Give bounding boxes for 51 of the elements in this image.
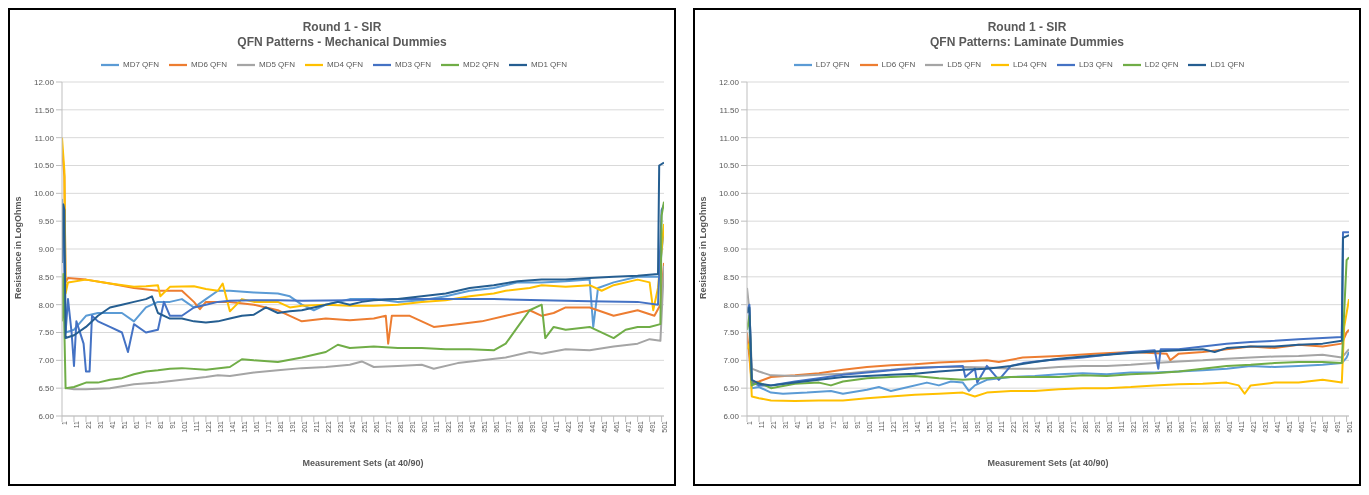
legend-label: MD5 QFN — [259, 60, 295, 70]
legend-label: LD3 QFN — [1078, 60, 1113, 70]
y-tick-label: 10.00 — [718, 189, 740, 199]
chart-title: Round 1 - SIR — [301, 20, 383, 35]
y-tick-label: 11.50 — [34, 105, 55, 115]
legend-label: MD2 QFN — [463, 60, 499, 70]
y-tick-label: 7.00 — [38, 356, 55, 366]
legend-label: LD4 QFN — [1013, 60, 1047, 70]
x-axis-title: Measurement Sets (at 40/90) — [302, 458, 424, 468]
x-axis-title: Measurement Sets (at 40/90) — [987, 458, 1109, 468]
y-tick-label: 10.50 — [33, 161, 55, 171]
y-tick-label: 7.50 — [723, 328, 740, 338]
y-tick-label: 10.50 — [718, 161, 740, 171]
legend-label: LD5 QFN — [947, 60, 982, 70]
y-tick-label: 9.00 — [38, 244, 55, 254]
y-axis-title: Resistance in LogOhms — [13, 196, 24, 299]
y-tick-label: 8.50 — [38, 272, 55, 282]
legend-label: MD6 QFN — [191, 60, 227, 70]
y-tick-label: 10.00 — [33, 189, 55, 199]
y-tick-label: 6.00 — [723, 411, 740, 421]
y-tick-label: 7.00 — [723, 356, 740, 366]
y-axis-title: Resistance in LogOhms — [698, 196, 709, 299]
y-tick-label: 8.00 — [723, 300, 740, 310]
y-tick-label: 11.50 — [719, 105, 740, 115]
chart-subtitle: QFN Patterns: Laminate Dummies — [928, 35, 1125, 50]
chart-subtitle: QFN Patterns - Mechanical Dummies — [236, 35, 448, 50]
y-tick-label: 9.50 — [723, 217, 740, 227]
chart-title: Round 1 - SIR — [986, 20, 1068, 35]
y-tick-label: 11.00 — [34, 133, 55, 143]
legend-label: LD1 QFN — [1210, 60, 1245, 70]
legend-label: MD3 QFN — [395, 60, 431, 70]
y-tick-label: 12.00 — [33, 77, 55, 87]
legend-label: MD4 QFN — [327, 60, 363, 70]
line-series — [747, 298, 1349, 402]
legend-label: MD1 QFN — [531, 60, 567, 70]
y-tick-label: 8.00 — [38, 300, 55, 310]
y-tick-label: 9.00 — [723, 244, 740, 254]
y-tick-label: 7.50 — [38, 328, 55, 338]
legend-label: LD2 QFN — [1144, 60, 1179, 70]
line-series — [747, 328, 1349, 384]
y-tick-label: 12.00 — [718, 77, 740, 87]
y-tick-label: 9.50 — [38, 217, 55, 227]
y-tick-label: 6.00 — [38, 411, 55, 421]
y-tick-label: 8.50 — [723, 272, 740, 282]
legend-label: MD7 QFN — [123, 60, 159, 70]
legend-label: LD6 QFN — [881, 60, 916, 70]
legend-label: LD7 QFN — [815, 60, 850, 70]
y-tick-label: 6.50 — [723, 384, 740, 394]
y-tick-label: 11.00 — [719, 133, 740, 143]
line-series — [747, 256, 1349, 390]
y-tick-label: 6.50 — [38, 384, 55, 394]
